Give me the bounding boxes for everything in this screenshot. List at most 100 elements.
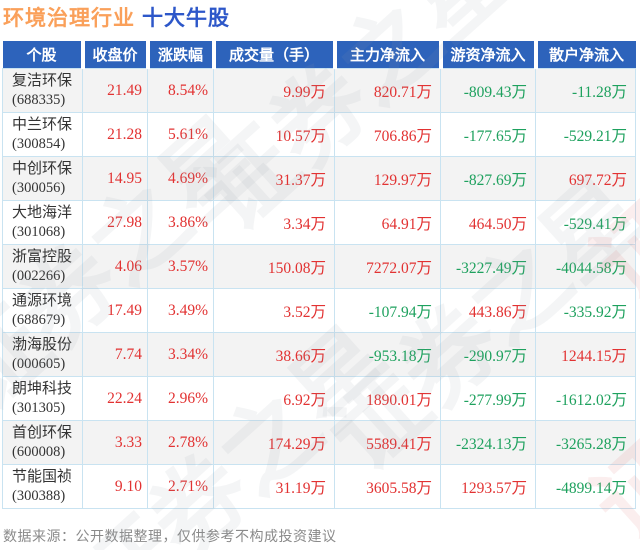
main-inflow-cell: 129.97万: [334, 156, 441, 201]
retail-inflow-cell: 697.72万: [535, 156, 636, 201]
stock-name: 中兰环保: [12, 116, 73, 134]
table-row: 中兰环保 (300854) 21.28 5.61% 10.57万 706.86万 -177.…: [2, 112, 636, 157]
volume-cell: 31.19万: [213, 464, 335, 509]
stock-name: 首创环保: [12, 424, 73, 442]
main-inflow-cell: 7272.07万: [334, 244, 441, 289]
speculative-inflow-cell: -2324.13万: [440, 420, 536, 465]
change-cell: 2.71%: [147, 464, 214, 509]
stock-code: (301305): [12, 399, 66, 416]
close-cell: 21.49: [82, 68, 148, 113]
change-cell: 3.86%: [147, 200, 214, 245]
stock-cell: 复洁环保 (688335): [2, 68, 83, 113]
table-row: 中创环保 (300056) 14.95 4.69% 31.37万 129.97万 -827.…: [2, 156, 636, 201]
speculative-inflow-cell: -290.97万: [440, 332, 536, 377]
stock-code: (300056): [12, 179, 66, 196]
main-inflow-cell: 1890.01万: [334, 376, 441, 421]
close-cell: 21.28: [82, 112, 148, 157]
table-row: 浙富控股 (002266) 4.06 3.57% 150.08万 7272.07万 -322…: [2, 244, 636, 289]
table-header: 个股 收盘价 涨跌幅 成交量（手） 主力净流入 游资净流入 散户净流入: [2, 41, 636, 69]
retail-inflow-cell: -529.21万: [535, 112, 636, 157]
stock-cell: 节能国祯 (300388): [2, 464, 83, 509]
close-cell: 4.06: [82, 244, 148, 289]
volume-cell: 150.08万: [213, 244, 335, 289]
volume-cell: 6.92万: [213, 376, 335, 421]
main-inflow-cell: 820.71万: [334, 68, 441, 113]
stock-cell: 首创环保 (600008): [2, 420, 83, 465]
close-cell: 27.98: [82, 200, 148, 245]
speculative-inflow-cell: -809.43万: [440, 68, 536, 113]
column-header-stock: 个股: [2, 41, 83, 69]
retail-inflow-cell: -1612.02万: [535, 376, 636, 421]
change-cell: 2.96%: [147, 376, 214, 421]
main-inflow-cell: 3605.58万: [334, 464, 441, 509]
speculative-inflow-cell: -3227.49万: [440, 244, 536, 289]
table-row: 大地海洋 (301068) 27.98 3.86% 3.34万 64.91万 464.50万…: [2, 200, 636, 245]
close-cell: 14.95: [82, 156, 148, 201]
stock-name: 浙富控股: [12, 248, 73, 266]
stock-name: 节能国祯: [12, 468, 73, 486]
close-cell: 22.24: [82, 376, 148, 421]
volume-cell: 3.52万: [213, 288, 335, 333]
table-row: 复洁环保 (688335) 21.49 8.54% 9.99万 820.71万 -809.4…: [2, 68, 636, 113]
retail-inflow-cell: -335.92万: [535, 288, 636, 333]
title-industry: 环境治理行业: [3, 7, 135, 30]
stock-code: (300388): [12, 487, 66, 504]
main-inflow-cell: -953.18万: [334, 332, 441, 377]
retail-inflow-cell: -529.41万: [535, 200, 636, 245]
stock-cell: 中兰环保 (300854): [2, 112, 83, 157]
main-inflow-cell: 5589.41万: [334, 420, 441, 465]
stock-name: 渤海股份: [12, 336, 73, 354]
close-cell: 7.74: [82, 332, 148, 377]
main-inflow-cell: 64.91万: [334, 200, 441, 245]
retail-inflow-cell: -4044.58万: [535, 244, 636, 289]
stocks-table: 个股 收盘价 涨跌幅 成交量（手） 主力净流入 游资净流入 散户净流入 复洁环保…: [2, 41, 636, 509]
main-inflow-cell: -107.94万: [334, 288, 441, 333]
column-header-retail-inflow: 散户净流入: [533, 41, 636, 69]
close-cell: 3.33: [82, 420, 148, 465]
table-body: 复洁环保 (688335) 21.49 8.54% 9.99万 820.71万 -809.4…: [2, 68, 636, 509]
volume-cell: 9.99万: [213, 68, 335, 113]
retail-inflow-cell: 1244.15万: [535, 332, 636, 377]
volume-cell: 38.66万: [213, 332, 335, 377]
stock-code: (301068): [12, 223, 66, 240]
speculative-inflow-cell: -277.99万: [440, 376, 536, 421]
retail-inflow-cell: -4899.14万: [535, 464, 636, 509]
speculative-inflow-cell: 1293.57万: [440, 464, 536, 509]
stock-name: 通源环境: [12, 292, 73, 310]
stock-cell: 浙富控股 (002266): [2, 244, 83, 289]
stock-code: (688335): [12, 91, 66, 108]
table-row: 节能国祯 (300388) 9.10 2.71% 31.19万 3605.58万 1293.…: [2, 464, 636, 509]
stock-cell: 渤海股份 (000605): [2, 332, 83, 377]
retail-inflow-cell: -3265.28万: [535, 420, 636, 465]
stock-name: 中创环保: [12, 160, 73, 178]
change-cell: 3.49%: [147, 288, 214, 333]
stock-cell: 大地海洋 (301068): [2, 200, 83, 245]
speculative-inflow-cell: 443.86万: [440, 288, 536, 333]
change-cell: 5.61%: [147, 112, 214, 157]
close-cell: 9.10: [82, 464, 148, 509]
table-row: 通源环境 (688679) 17.49 3.49% 3.52万 -107.94万 443.8…: [2, 288, 636, 333]
main-inflow-cell: 706.86万: [334, 112, 441, 157]
stock-cell: 中创环保 (300056): [2, 156, 83, 201]
stock-cell: 通源环境 (688679): [2, 288, 83, 333]
data-source-note: 数据来源：公开数据整理，仅供参考不构成投资建议: [3, 528, 337, 544]
change-cell: 3.34%: [147, 332, 214, 377]
volume-cell: 31.37万: [213, 156, 335, 201]
stock-code: (300854): [12, 135, 66, 152]
column-header-change: 涨跌幅: [145, 41, 214, 69]
stock-name: 大地海洋: [12, 204, 73, 222]
column-header-speculative-inflow: 游资净流入: [438, 41, 536, 69]
change-cell: 4.69%: [147, 156, 214, 201]
close-cell: 17.49: [82, 288, 148, 333]
stock-code: (600008): [12, 443, 66, 460]
stock-code: (002266): [12, 267, 66, 284]
retail-inflow-cell: -11.28万: [535, 68, 636, 113]
title-suffix: 十大牛股: [142, 7, 230, 30]
change-cell: 3.57%: [147, 244, 214, 289]
change-cell: 2.78%: [147, 420, 214, 465]
table-row: 渤海股份 (000605) 7.74 3.34% 38.66万 -953.18万 -290.…: [2, 332, 636, 377]
column-header-close: 收盘价: [80, 41, 148, 69]
stock-cell: 朗坤科技 (301305): [2, 376, 83, 421]
stock-code: (000605): [12, 355, 66, 372]
